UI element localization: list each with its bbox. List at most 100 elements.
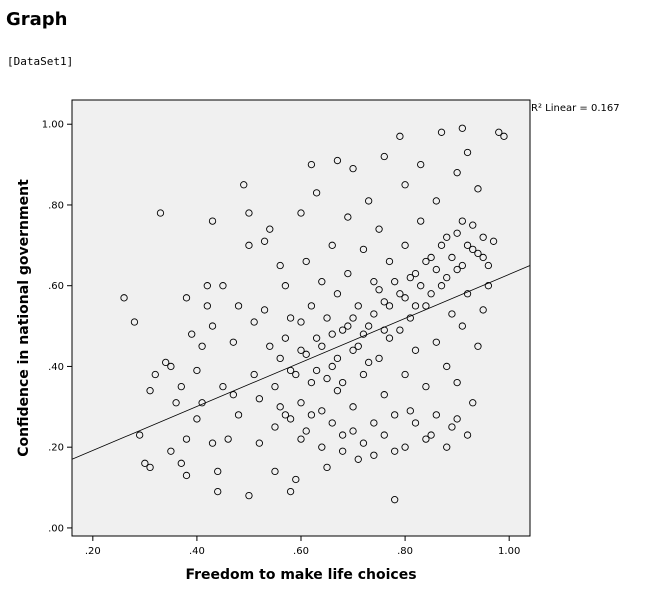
data-point [271,382,279,391]
data-point [297,209,305,217]
data-point [182,294,191,302]
data-point [375,286,383,294]
data-point [255,395,264,403]
data-point [307,160,316,169]
data-point [333,290,342,298]
data-point [344,213,352,221]
data-point [333,156,342,165]
data-point [349,164,357,173]
data-point [250,318,258,326]
data-point [328,330,336,338]
data-point [422,257,430,266]
data-point [370,419,378,427]
data-point [276,354,284,363]
data-point [146,463,154,472]
data-point [359,245,368,254]
data-point [328,362,336,371]
data-point [479,233,487,241]
data-point [136,431,144,439]
data-point [448,310,456,318]
data-point [307,378,316,387]
data-point [214,467,222,476]
data-point [432,197,440,205]
data-point [375,225,383,233]
data-point [141,459,149,467]
data-point [411,346,420,354]
data-point [208,322,217,330]
data-point [276,261,284,270]
data-point [281,411,290,419]
data-point [297,435,305,443]
data-point [359,439,368,447]
data-point [396,326,404,334]
data-point [318,407,326,415]
data-point [167,447,175,455]
data-point [234,411,243,419]
data-point [318,278,326,286]
data-point [401,370,409,379]
data-point [297,399,305,407]
data-point [453,229,461,237]
data-point [177,382,185,391]
data-point [203,302,211,310]
data-point [245,209,253,217]
fit-line-label: R² Linear = 0.167 [531,103,620,114]
y-tick-label: .40 [48,362,64,373]
data-point [271,423,279,431]
data-point [437,241,446,249]
data-point [474,185,482,193]
data-point [167,362,175,371]
data-point [349,346,357,354]
data-point [422,302,430,310]
data-point [286,415,295,423]
data-point [318,342,326,350]
data-point [312,334,321,342]
data-point [292,370,300,379]
data-point [437,128,446,136]
data-point [354,455,362,463]
data-point [500,132,508,140]
data-point [281,282,290,290]
data-point [453,265,461,274]
page-title: Graph [6,9,68,30]
data-point [260,306,269,314]
data-point [380,298,388,306]
data-point [432,411,440,419]
data-point [297,318,305,326]
data-point [162,358,170,367]
data-point [286,487,295,496]
data-point [469,245,477,254]
data-point [391,447,399,455]
y-tick-label: .20 [48,443,64,454]
data-point [219,382,227,391]
data-point [411,419,420,427]
data-point [453,378,461,387]
data-point [302,427,310,435]
data-point [130,318,139,326]
data-point [146,387,154,395]
data-point [323,463,331,472]
data-point [328,419,336,427]
data-point [401,294,409,302]
data-point [453,169,461,177]
data-point [151,370,159,379]
data-point [432,265,440,274]
dataset-label: [DataSet1] [7,55,74,68]
data-point [484,282,493,290]
data-point [156,209,165,217]
data-point [370,310,378,318]
data-point [338,326,347,334]
data-point [172,399,180,407]
data-point [437,282,446,290]
data-point [318,443,326,451]
data-point [323,374,331,383]
data-point [396,132,404,140]
data-point [328,241,336,249]
data-point [380,152,388,161]
data-point [182,471,191,480]
data-points [120,124,508,504]
data-point [427,253,435,262]
data-point [385,257,394,266]
data-point [411,302,420,310]
data-point [229,391,237,399]
